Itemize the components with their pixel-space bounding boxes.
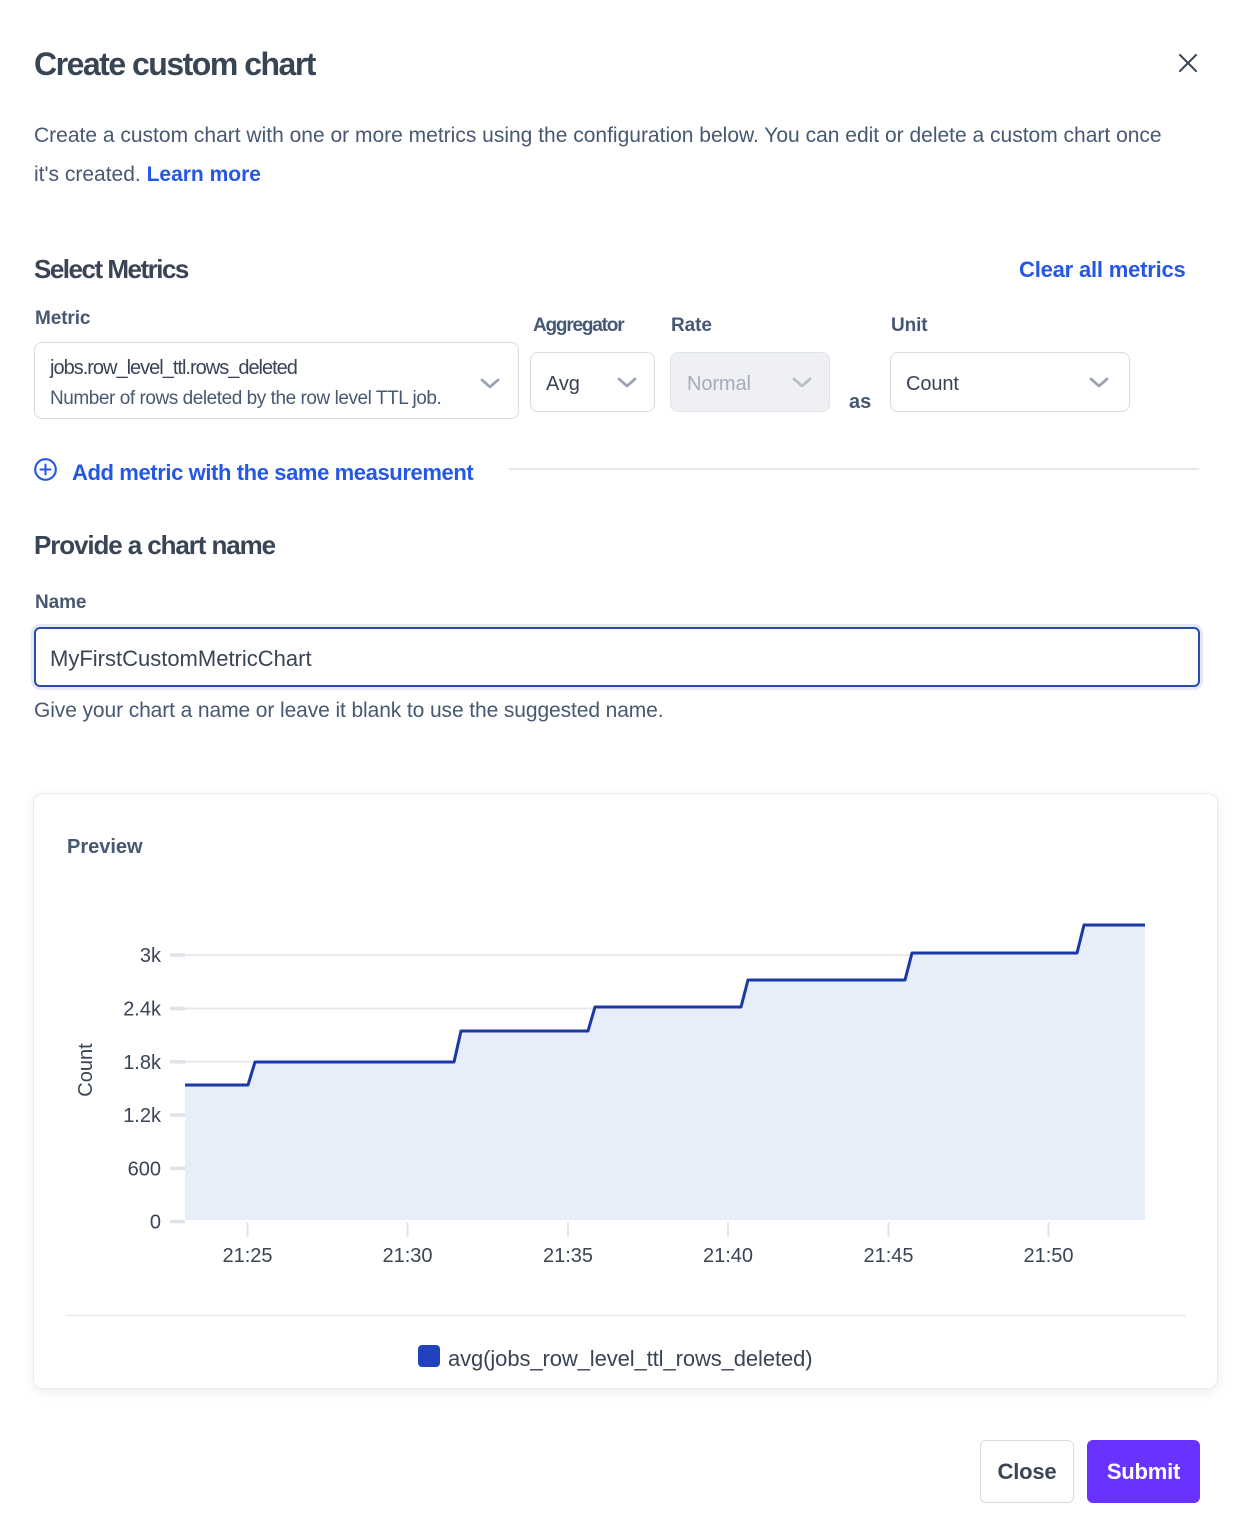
svg-text:0: 0 xyxy=(150,1212,161,1234)
svg-text:600: 600 xyxy=(128,1158,161,1180)
svg-text:2.4k: 2.4k xyxy=(123,999,162,1021)
svg-text:21:45: 21:45 xyxy=(863,1245,913,1267)
svg-text:21:35: 21:35 xyxy=(543,1245,593,1267)
svg-text:1.8k: 1.8k xyxy=(123,1052,162,1074)
svg-text:21:40: 21:40 xyxy=(703,1245,753,1267)
svg-text:3k: 3k xyxy=(140,945,162,967)
svg-text:Count: Count xyxy=(75,1043,97,1097)
svg-text:21:30: 21:30 xyxy=(382,1245,432,1267)
svg-text:1.2k: 1.2k xyxy=(123,1105,162,1127)
svg-text:21:50: 21:50 xyxy=(1023,1245,1073,1267)
svg-text:21:25: 21:25 xyxy=(222,1245,272,1267)
